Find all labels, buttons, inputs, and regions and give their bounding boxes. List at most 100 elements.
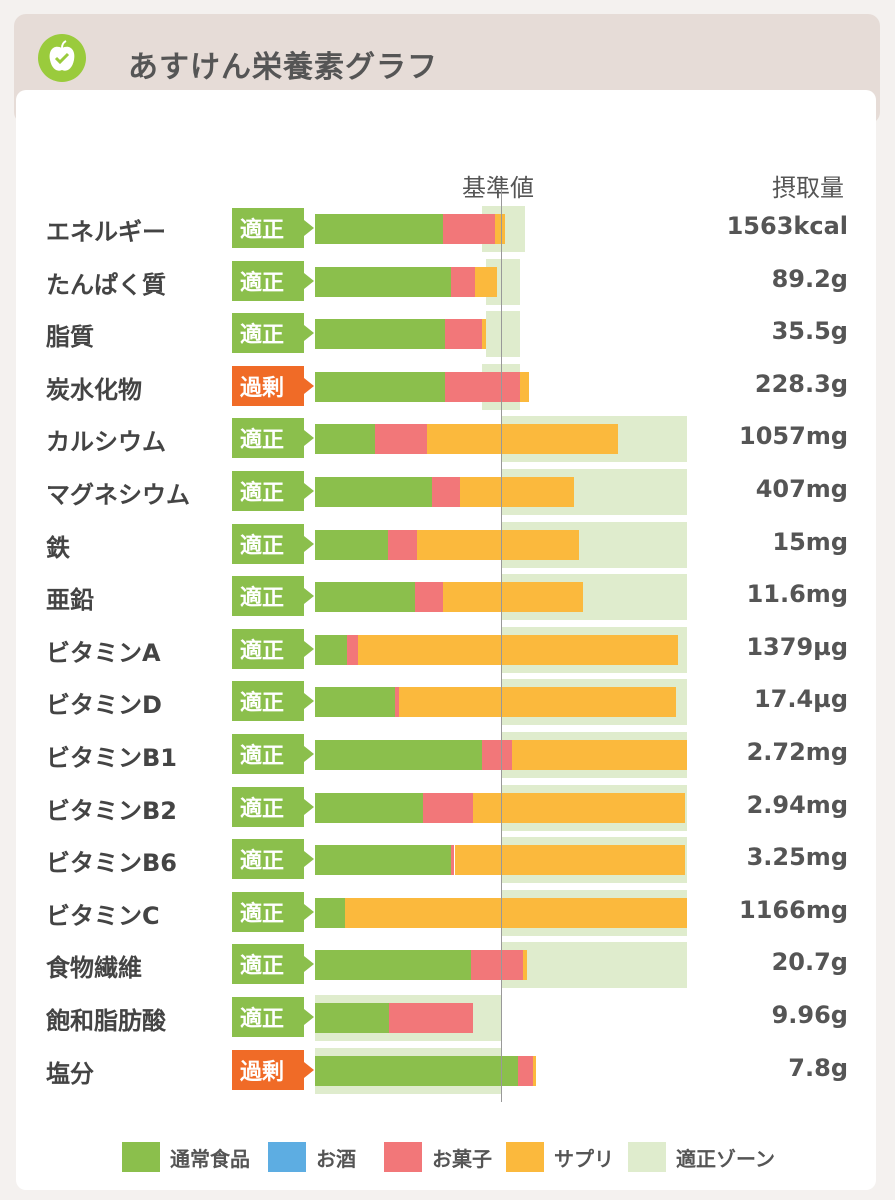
bar-segment-supplement [495, 214, 505, 244]
status-badge: 適正 [232, 523, 314, 564]
bar-segment-supplement [474, 266, 498, 297]
status-badge: 過剰 [232, 365, 314, 406]
bar-segment-supplement [357, 634, 678, 665]
status-badge: 適正 [232, 208, 314, 248]
nutrient-row: 飽和脂肪酸 適正 9.96g [0, 995, 895, 1041]
status-badge-label: 適正 [240, 744, 285, 769]
bar-segment-supplement [398, 687, 676, 718]
status-badge-label: 適正 [240, 1007, 285, 1032]
bar-segment-normal-food [315, 740, 483, 770]
nutrient-row: ビタミンC 適正 1166mg [0, 889, 895, 936]
status-badge: 適正 [232, 786, 314, 827]
reference-label: 基準値 [462, 174, 534, 202]
legend-swatch [628, 1142, 666, 1172]
bar-segment-supplement [523, 950, 528, 981]
status-badge: 適正 [232, 681, 314, 722]
nutrient-name: ビタミンD [46, 691, 162, 720]
nutrient-name: 脂質 [46, 323, 94, 352]
nutrient-row: 炭水化物 過剰 228.3g [0, 363, 895, 410]
nutrient-name: マグネシウム [46, 481, 190, 509]
bar-segment-normal-food [315, 634, 347, 665]
intake-value: 407mg [755, 475, 848, 503]
status-badge-label: 適正 [240, 323, 285, 349]
bar-segment-snack [432, 477, 461, 507]
status-badge-label: 過剰 [240, 375, 285, 401]
bar-segment-normal-food [315, 897, 345, 928]
intake-value: 1379µg [746, 632, 848, 661]
nutrient-row: ビタミンB2 適正 2.94mg [0, 784, 895, 831]
bar-segment-snack [450, 845, 455, 876]
intake-value: 20.7g [771, 948, 848, 977]
status-badge-label: 過剰 [240, 1059, 285, 1085]
bar-segment-supplement [532, 1055, 537, 1086]
bar-segment-normal-food [315, 950, 472, 981]
bar-segment-normal-food [315, 582, 416, 613]
bar-segment-supplement [519, 371, 529, 402]
intake-value: 1057mg [739, 422, 848, 451]
status-badge: 適正 [232, 418, 314, 459]
nutrient-row: マグネシウム 適正 407mg [0, 469, 895, 515]
bar-segment-supplement [473, 792, 686, 823]
intake-value: 1563kcal [726, 212, 848, 240]
nutrient-name: 亜鉛 [46, 586, 94, 615]
bar-segment-snack [445, 319, 483, 350]
status-badge: 適正 [232, 944, 314, 985]
bar-segment-snack [445, 371, 520, 402]
bar-segment-supplement [344, 897, 687, 928]
nutrient-row: ビタミンB1 適正 2.72mg [0, 732, 895, 778]
bar-segment-supplement [443, 582, 583, 613]
bar-segment-supplement [482, 319, 487, 350]
intake-value: 9.96g [771, 1001, 848, 1029]
status-badge-label: 適正 [240, 901, 285, 927]
status-badge-label: 適正 [240, 638, 285, 664]
nutrient-name: 鉄 [46, 533, 70, 562]
status-badge-label: 適正 [240, 533, 285, 559]
bar-segment-supplement [460, 477, 574, 507]
nutrient-name: ビタミンB1 [46, 744, 177, 772]
status-badge: 適正 [232, 313, 314, 354]
bar-segment-snack [443, 214, 496, 244]
optimal-zone-band [501, 942, 687, 989]
bar-segment-snack [394, 687, 399, 718]
nutrient-row: 食物繊維 適正 20.7g [0, 942, 895, 989]
intake-column-label: 摂取量 [772, 174, 844, 202]
legend-label: お菓子 [432, 1146, 492, 1171]
nutrient-row: ビタミンB6 適正 3.25mg [0, 837, 895, 884]
status-badge: 適正 [232, 576, 314, 617]
nutrient-name: 炭水化物 [46, 375, 142, 404]
bar-segment-normal-food [315, 424, 375, 455]
bar-segment-snack [374, 424, 427, 455]
legend-swatch [268, 1142, 306, 1172]
status-badge-label: 適正 [240, 691, 285, 717]
legend-swatch [506, 1142, 544, 1172]
nutrient-name: 食物繊維 [46, 954, 142, 983]
nutrient-name: 飽和脂肪酸 [46, 1007, 166, 1035]
bar-segment-snack [389, 1003, 474, 1033]
nutrient-name: ビタミンC [46, 901, 160, 930]
bar-segment-snack [415, 582, 444, 613]
bar-segment-normal-food [315, 1003, 390, 1033]
reference-line [501, 190, 502, 1102]
intake-value: 15mg [772, 527, 848, 556]
bar-segment-snack [482, 740, 513, 770]
bar-segment-supplement [454, 845, 686, 876]
nutrient-name: 塩分 [46, 1059, 94, 1088]
status-badge-label: 適正 [240, 428, 285, 454]
bar-segment-supplement [417, 529, 580, 560]
legend-swatch [384, 1142, 422, 1172]
nutrient-name: カルシウム [46, 428, 166, 457]
nutrient-row: ビタミンA 適正 1379µg [0, 626, 895, 673]
nutrient-name: エネルギー [46, 218, 166, 246]
nutrient-row: 亜鉛 適正 11.6mg [0, 574, 895, 621]
status-badge-label: 適正 [240, 218, 285, 243]
status-badge: 適正 [232, 260, 314, 301]
legend-label: 適正ゾーン [676, 1146, 775, 1171]
intake-value: 228.3g [754, 369, 848, 398]
nutrient-row: たんぱく質 適正 89.2g [0, 258, 895, 305]
nutrient-name: ビタミンB2 [46, 796, 177, 825]
bar-segment-snack [422, 792, 474, 823]
bar-segment-normal-food [315, 687, 395, 718]
bar-segment-normal-food [315, 371, 446, 402]
status-badge: 過剰 [232, 1049, 314, 1090]
status-badge-label: 適正 [240, 849, 285, 875]
